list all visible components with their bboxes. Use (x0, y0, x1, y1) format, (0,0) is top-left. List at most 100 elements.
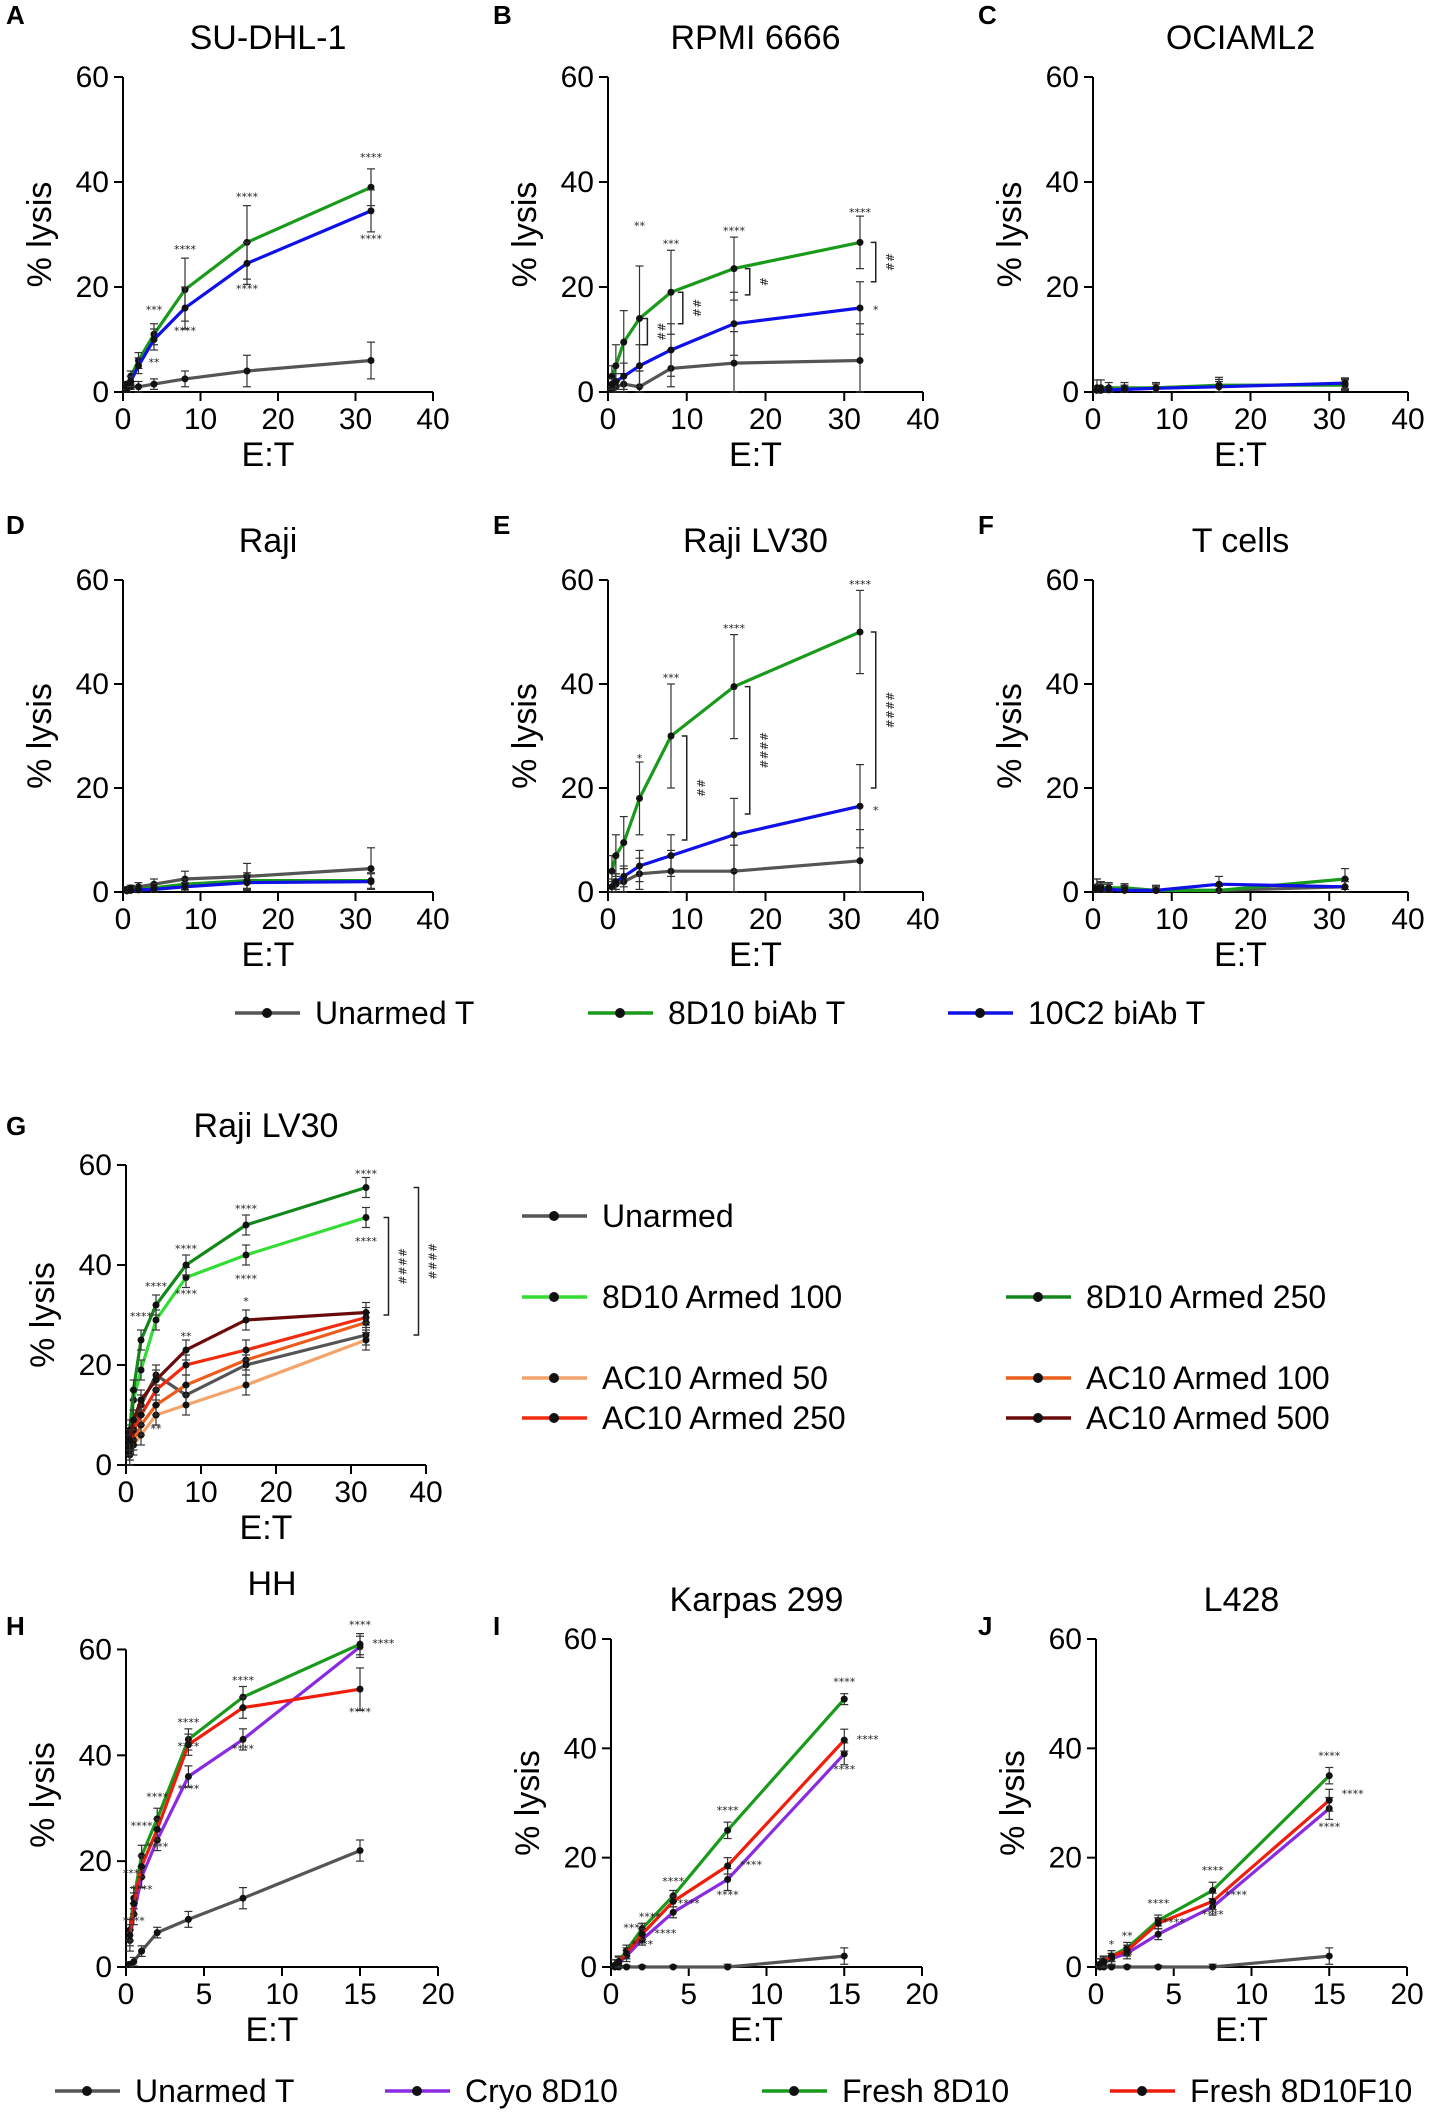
significance-label: **** (1202, 1908, 1225, 1921)
data-point (137, 1396, 145, 1404)
data-point (150, 885, 158, 893)
significance-label: **** (857, 1733, 880, 1746)
x-tick-label: 20 (1234, 403, 1267, 436)
series-10c2-biab-t (607, 281, 864, 390)
legend-item: AC10 Armed 50 (522, 1360, 828, 1396)
y-tick-label: 0 (1065, 1951, 1082, 1984)
legend-item: AC10 Armed 250 (522, 1400, 846, 1436)
y-tick-label: 60 (1046, 564, 1079, 597)
data-point (730, 320, 738, 328)
data-point (152, 1316, 160, 1324)
y-tick-label: 20 (1049, 1842, 1082, 1875)
data-point (138, 1862, 146, 1870)
legend-marker (412, 2086, 422, 2096)
legend-item: AC10 Armed 500 (1006, 1400, 1330, 1436)
significance-label: **** (355, 1168, 378, 1181)
data-point (1121, 385, 1128, 393)
y-tick-label: 40 (561, 668, 594, 701)
significance-label: **** (131, 1819, 154, 1832)
data-point (182, 1381, 190, 1389)
data-point (724, 1876, 732, 1884)
x-tick-label: 15 (828, 1978, 861, 2011)
bracket-label: ## (883, 253, 896, 271)
chart-title: Raji LV30 (194, 1107, 339, 1145)
series-10c2-biab-t (607, 763, 864, 893)
series-fresh-8d10f10 (610, 1728, 849, 1969)
data-point (367, 878, 375, 886)
x-tick-label: 20 (261, 903, 294, 936)
significance-label: **** (123, 1867, 146, 1880)
data-point (137, 1411, 145, 1419)
data-point (1154, 1919, 1162, 1927)
y-axis-title: % lysis (506, 182, 544, 288)
data-point (1152, 886, 1160, 894)
series-8d10-armed-250 (125, 1176, 370, 1441)
y-tick-label: 60 (79, 1633, 112, 1666)
significance-label: ** (1122, 1949, 1134, 1962)
significance-label: **** (177, 1740, 200, 1753)
legend-marker (1137, 2086, 1147, 2096)
significance-label: **** (174, 324, 197, 337)
data-point (1105, 885, 1113, 893)
series-line (611, 306, 861, 386)
x-tick-label: 30 (828, 403, 861, 436)
legend-label: AC10 Armed 100 (1086, 1360, 1330, 1396)
data-point (730, 831, 738, 839)
significance-label: *** (146, 303, 163, 316)
data-point (612, 362, 620, 370)
series-unarmed-t (122, 341, 375, 393)
data-point (856, 304, 864, 312)
chart-panel-i: I Karpas 299 0 20 40 60 0 5 10 15 20 E:T % lysis ****… (493, 1581, 939, 2049)
y-tick-label: 20 (1046, 772, 1079, 805)
y-axis-title: % lysis (506, 683, 544, 789)
data-point (153, 1929, 161, 1937)
data-point (667, 732, 675, 740)
data-point (152, 1401, 160, 1409)
y-tick-label: 20 (1046, 271, 1079, 304)
significance-label: *** (663, 671, 680, 684)
data-point (130, 1386, 137, 1394)
series-ac10-armed-500 (125, 1301, 370, 1451)
data-point (181, 375, 189, 383)
significance-label: **** (631, 1938, 654, 1951)
y-tick-label: 0 (92, 876, 109, 909)
legend-item: Cryo 8D10 (385, 2073, 618, 2109)
x-tick-label: 10 (265, 1978, 298, 2011)
significance-label: * (1109, 1938, 1115, 1951)
chart-title: T cells (1192, 522, 1290, 560)
significance-label: * (873, 804, 879, 817)
x-tick-label: 15 (1313, 1978, 1346, 2011)
data-point (856, 857, 864, 865)
x-tick-label: 40 (1391, 903, 1424, 936)
y-axis-title: % lysis (991, 683, 1029, 789)
significance-label: **** (177, 1782, 200, 1795)
significance-label: **** (833, 1675, 856, 1688)
significance-label: * (243, 1295, 249, 1308)
data-point (667, 346, 675, 354)
significance-label: **** (123, 1915, 146, 1928)
data-point (1215, 880, 1223, 888)
significance-label: **** (131, 1883, 154, 1896)
data-point (840, 1736, 848, 1744)
x-axis-title: E:T (1214, 936, 1267, 974)
data-point (152, 1301, 160, 1309)
data-point (856, 628, 864, 636)
panel-letter: F (978, 510, 994, 540)
significance-label: **** (349, 1706, 372, 1719)
legend-label: AC10 Armed 250 (602, 1400, 846, 1436)
y-tick-label: 40 (79, 1249, 112, 1282)
data-point (135, 886, 142, 894)
legend-marker (1033, 1292, 1043, 1302)
bracket-label: ## (654, 322, 667, 340)
data-point (130, 1899, 138, 1907)
x-tick-label: 30 (334, 1476, 367, 1509)
significance-label: *** (663, 238, 680, 251)
legend-marker (82, 2086, 92, 2096)
series-line (128, 1310, 367, 1441)
x-tick-label: 5 (196, 1978, 213, 2011)
data-point (130, 1958, 138, 1966)
y-tick-label: 20 (79, 1349, 112, 1382)
x-tick-label: 10 (1235, 1978, 1268, 2011)
x-axis-title: E:T (240, 1509, 293, 1547)
